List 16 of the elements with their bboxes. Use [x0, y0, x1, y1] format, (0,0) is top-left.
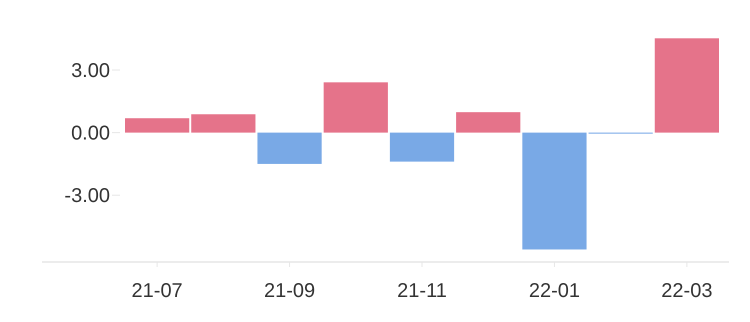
bar [324, 82, 388, 133]
x-tick-label: 21-09 [264, 280, 316, 302]
bar [257, 132, 322, 164]
x-tick-label: 21-07 [132, 280, 183, 302]
y-tick-label: 0.00 [71, 122, 110, 145]
x-tick-label: 21-11 [397, 280, 447, 302]
y-tick-label: 3.00 [71, 60, 110, 82]
x-tick-label: 22-01 [528, 280, 580, 302]
y-tick-label: -3.00 [64, 185, 110, 208]
bar [456, 112, 520, 133]
bar [654, 38, 719, 133]
bar [390, 132, 454, 162]
bar [191, 114, 256, 133]
bar [125, 118, 190, 133]
bar [522, 132, 587, 250]
x-tick-label: 22-03 [661, 280, 712, 302]
